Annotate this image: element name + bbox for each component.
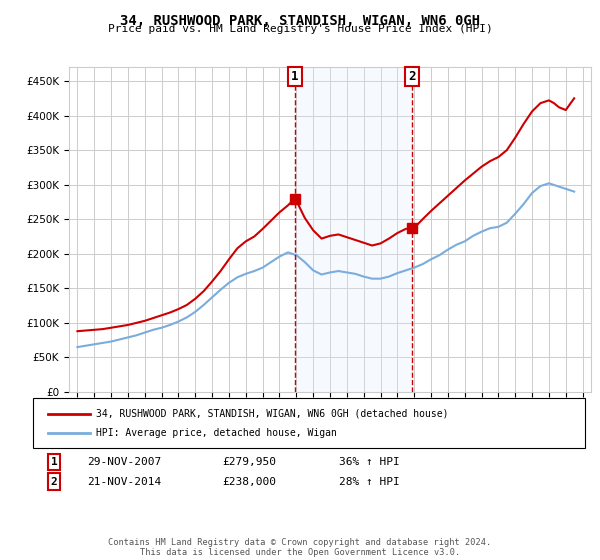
Text: 34, RUSHWOOD PARK, STANDISH, WIGAN, WN6 0GH: 34, RUSHWOOD PARK, STANDISH, WIGAN, WN6 … bbox=[120, 14, 480, 28]
Text: HPI: Average price, detached house, Wigan: HPI: Average price, detached house, Wiga… bbox=[96, 428, 337, 438]
Text: 28% ↑ HPI: 28% ↑ HPI bbox=[339, 477, 400, 487]
Text: Price paid vs. HM Land Registry's House Price Index (HPI): Price paid vs. HM Land Registry's House … bbox=[107, 24, 493, 34]
Text: Contains HM Land Registry data © Crown copyright and database right 2024.
This d: Contains HM Land Registry data © Crown c… bbox=[109, 538, 491, 557]
Text: £238,000: £238,000 bbox=[222, 477, 276, 487]
Text: 2: 2 bbox=[50, 477, 58, 487]
Text: 1: 1 bbox=[50, 457, 58, 467]
Text: 29-NOV-2007: 29-NOV-2007 bbox=[87, 457, 161, 467]
Text: 2: 2 bbox=[409, 70, 416, 83]
Text: 34, RUSHWOOD PARK, STANDISH, WIGAN, WN6 0GH (detached house): 34, RUSHWOOD PARK, STANDISH, WIGAN, WN6 … bbox=[96, 409, 449, 419]
Text: 1: 1 bbox=[291, 70, 299, 83]
Bar bbox=[295, 67, 412, 392]
Text: £279,950: £279,950 bbox=[222, 457, 276, 467]
Text: 36% ↑ HPI: 36% ↑ HPI bbox=[339, 457, 400, 467]
Text: 21-NOV-2014: 21-NOV-2014 bbox=[87, 477, 161, 487]
